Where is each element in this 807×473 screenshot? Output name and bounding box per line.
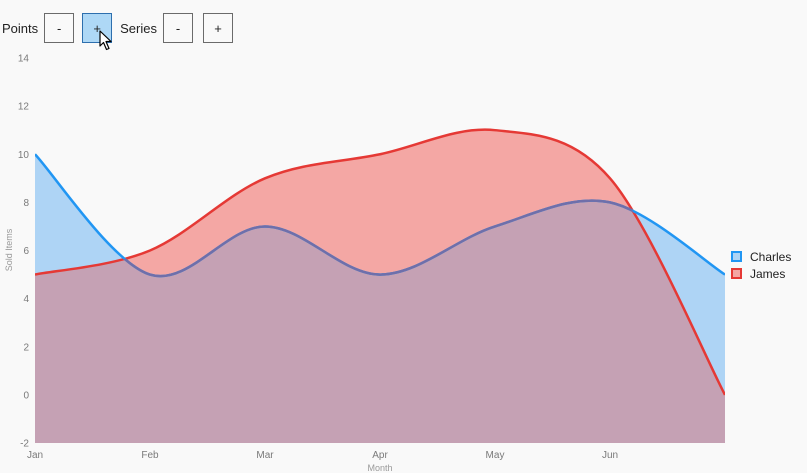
x-tick-label: Apr [372, 450, 388, 461]
y-tick-label: 0 [23, 390, 29, 401]
toolbar: Points - + Series - + [0, 12, 241, 44]
legend-item-charles[interactable]: Charles [731, 248, 791, 265]
legend-label-charles: Charles [750, 249, 792, 264]
legend-item-james[interactable]: James [731, 265, 791, 282]
y-axis-title: Sold Items [4, 228, 14, 271]
series-plus-button[interactable]: + [203, 13, 233, 43]
legend-label-james: James [750, 266, 786, 281]
y-axis-ticks: -2 0 2 4 6 8 10 12 14 [18, 54, 30, 450]
y-tick-label: -2 [20, 439, 29, 450]
legend-swatch-james [731, 268, 742, 279]
line-charles-overlap [35, 153, 725, 278]
y-tick-label: 4 [23, 294, 29, 305]
x-tick-label: Mar [256, 450, 274, 461]
x-tick-label: Jan [27, 450, 43, 461]
x-tick-label: Jun [602, 450, 618, 461]
points-label: Points [2, 20, 39, 36]
y-tick-label: 6 [23, 246, 29, 257]
x-tick-label: May [486, 450, 505, 461]
x-tick-label: Feb [141, 450, 159, 461]
plot-area [35, 128, 725, 443]
points-minus-button[interactable]: - [44, 13, 75, 43]
series-label: Series [120, 20, 157, 36]
y-tick-label: 12 [18, 102, 30, 113]
area-overlap [35, 154, 725, 443]
y-tick-label: 10 [18, 150, 30, 161]
y-tick-label: 8 [23, 198, 29, 209]
mouse-pointer-icon [99, 30, 112, 51]
x-axis-title: Month [367, 463, 392, 473]
legend-swatch-charles [731, 251, 742, 262]
x-axis-ticks: Jan Feb Mar Apr May Jun [27, 450, 618, 461]
y-tick-label: 2 [23, 342, 29, 353]
legend: Charles James [731, 248, 791, 282]
y-tick-label: 14 [18, 54, 30, 65]
series-minus-button[interactable]: - [163, 13, 193, 43]
